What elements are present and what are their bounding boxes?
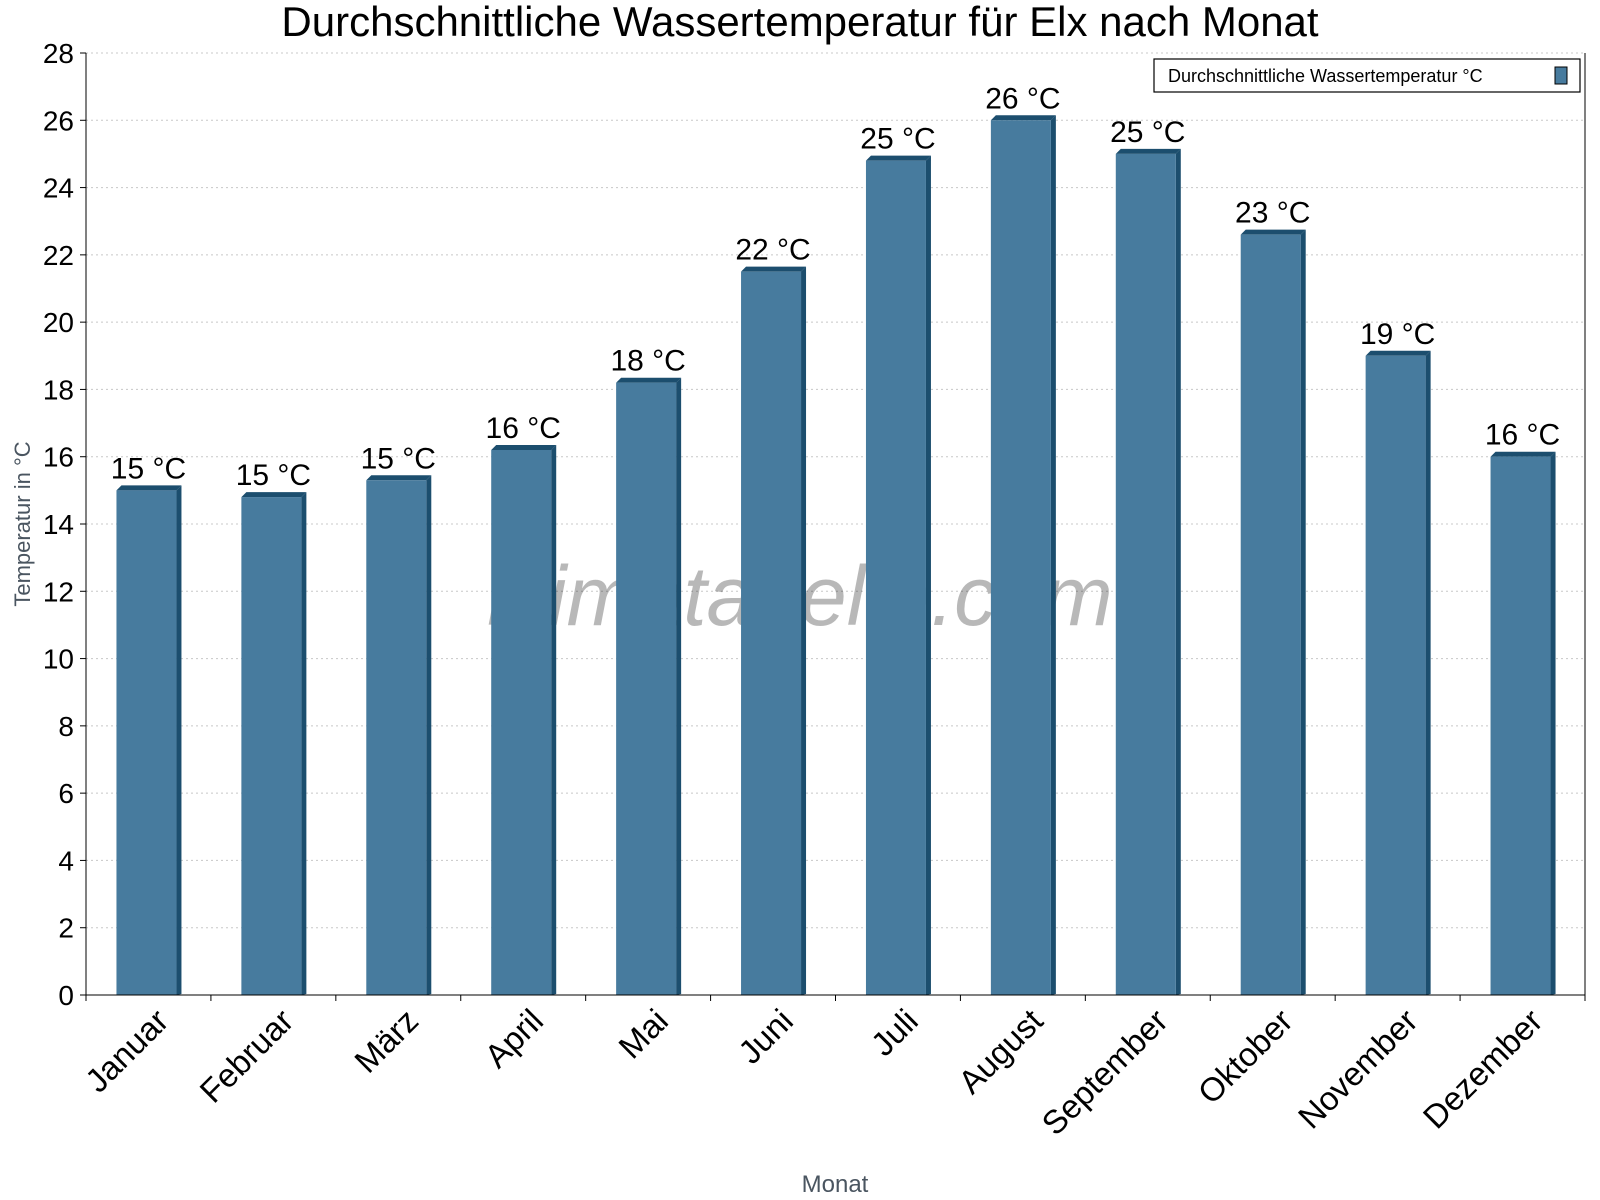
legend-box xyxy=(1153,58,1581,93)
y-tick-label: 24 xyxy=(43,173,74,204)
bar-top xyxy=(741,266,807,272)
bar xyxy=(1490,456,1551,995)
bar xyxy=(1365,355,1426,995)
data-label: 25 °C xyxy=(1110,116,1185,149)
bar-side xyxy=(551,444,557,995)
y-tick-label: 6 xyxy=(58,778,74,809)
x-tick-label: April xyxy=(477,1002,550,1075)
data-label: 15 °C xyxy=(111,452,186,485)
bar-side xyxy=(801,266,807,995)
legend-label: Durchschnittliche Wassertemperatur °C xyxy=(1168,66,1483,86)
x-tick-label: August xyxy=(951,1002,1050,1101)
bar-side xyxy=(676,377,682,995)
x-tick-label: Juli xyxy=(864,1002,925,1063)
y-tick-label: 14 xyxy=(43,509,74,540)
legend-swatch xyxy=(1554,66,1568,85)
bar xyxy=(616,382,677,995)
x-tick-label: Januar xyxy=(78,1002,176,1100)
bar-top xyxy=(1115,148,1181,154)
data-label: 16 °C xyxy=(1485,419,1560,452)
data-label: 23 °C xyxy=(1235,197,1310,230)
x-tick-label: Oktober xyxy=(1190,1002,1299,1111)
y-axis-label: Temperatur in °C xyxy=(10,441,35,606)
bar xyxy=(366,480,427,995)
bar xyxy=(241,497,302,995)
data-label: 15 °C xyxy=(236,459,311,492)
data-label: 25 °C xyxy=(860,123,935,156)
bar xyxy=(865,160,926,995)
x-axis-label: Monat xyxy=(802,1171,869,1198)
x-tick-label: Mai xyxy=(611,1002,675,1066)
data-label: 26 °C xyxy=(985,82,1060,115)
bar-side xyxy=(1175,148,1181,995)
bar-top xyxy=(990,115,1056,121)
y-tick-label: 10 xyxy=(43,644,74,675)
bar-side xyxy=(176,485,182,995)
y-tick-label: 28 xyxy=(43,38,74,69)
y-tick-label: 16 xyxy=(43,442,74,473)
bar-side xyxy=(1300,229,1306,995)
bar-top xyxy=(1240,229,1306,235)
y-tick-label: 0 xyxy=(58,980,74,1011)
bar-top xyxy=(366,475,432,481)
bar xyxy=(1115,153,1176,995)
bars: 15 °C 15 °C 15 °C 16 °C 18 °C 22 °C 25 °C 26 °C… xyxy=(111,82,1560,996)
bar-side xyxy=(925,155,931,995)
bar-side xyxy=(1550,451,1556,995)
x-tick-label: Juni xyxy=(731,1002,800,1071)
data-label: 19 °C xyxy=(1360,318,1435,351)
bar-top xyxy=(1365,350,1431,356)
y-tick-label: 12 xyxy=(43,576,74,607)
bar xyxy=(116,490,177,995)
chart-title: Durchschnittliche Wassertemperatur für E… xyxy=(281,0,1319,45)
x-tick-label: März xyxy=(347,1002,425,1080)
bar-side xyxy=(1425,350,1431,995)
bar-top xyxy=(616,377,682,383)
bar-top xyxy=(865,155,931,161)
x-tick-label: Februar xyxy=(192,1002,300,1110)
data-label: 15 °C xyxy=(361,442,436,475)
bar xyxy=(990,120,1051,996)
bar-top xyxy=(491,444,557,450)
bar xyxy=(1240,234,1301,995)
y-tick-label: 8 xyxy=(58,711,74,742)
legend: Durchschnittliche Wassertemperatur °C xyxy=(1153,58,1581,93)
data-label: 16 °C xyxy=(486,412,561,445)
bar-side xyxy=(301,492,307,995)
y-tick-label: 18 xyxy=(43,374,74,405)
y-tick-label: 22 xyxy=(43,240,74,271)
bar xyxy=(491,449,552,995)
bar xyxy=(741,271,802,995)
y-tick-label: 20 xyxy=(43,307,74,338)
bar-side xyxy=(1050,115,1056,996)
bar-top xyxy=(241,492,307,498)
x-tick-label: September xyxy=(1034,1002,1174,1142)
y-tick-label: 26 xyxy=(43,105,74,136)
bar-side xyxy=(426,475,432,995)
y-tick-label: 2 xyxy=(58,913,74,944)
data-label: 18 °C xyxy=(610,345,685,378)
bar-top xyxy=(116,485,182,491)
bar-top xyxy=(1490,451,1556,457)
x-tick-label: Dezember xyxy=(1416,1002,1550,1136)
x-tick-label: November xyxy=(1291,1002,1425,1136)
data-label: 22 °C xyxy=(735,234,810,267)
y-tick-label: 4 xyxy=(58,845,74,876)
